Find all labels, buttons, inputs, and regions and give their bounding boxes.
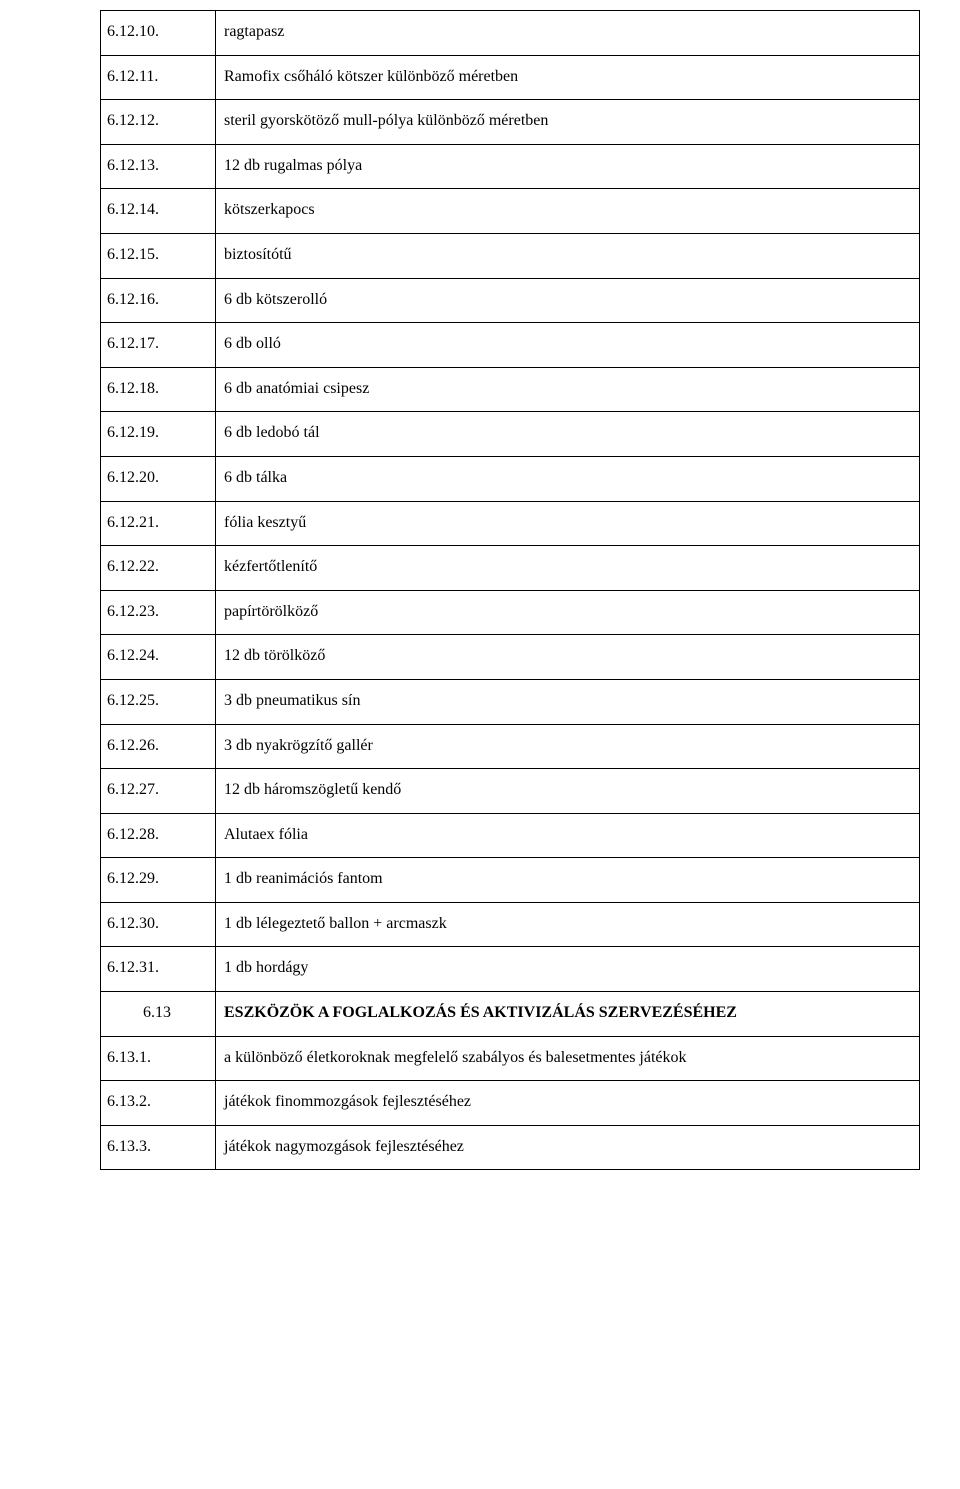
table-row: 6.12.25.3 db pneumatikus sín bbox=[101, 679, 920, 724]
row-number: 6.12.20. bbox=[101, 456, 216, 501]
row-number: 6.12.14. bbox=[101, 189, 216, 234]
row-text: ragtapasz bbox=[216, 11, 920, 56]
table-row: 6.12.13.12 db rugalmas pólya bbox=[101, 144, 920, 189]
row-text: biztosítótű bbox=[216, 233, 920, 278]
row-number: 6.13.2. bbox=[101, 1081, 216, 1126]
row-text: 1 db hordágy bbox=[216, 947, 920, 992]
row-text: 6 db ledobó tál bbox=[216, 412, 920, 457]
row-number: 6.12.24. bbox=[101, 635, 216, 680]
table-row: 6.12.17.6 db olló bbox=[101, 323, 920, 368]
row-text: ESZKÖZÖK A FOGLALKOZÁS ÉS AKTIVIZÁLÁS SZ… bbox=[216, 992, 920, 1037]
row-text: 1 db lélegeztető ballon + arcmaszk bbox=[216, 902, 920, 947]
table-row: 6.13.2.játékok finommozgások fejlesztésé… bbox=[101, 1081, 920, 1126]
row-number: 6.13.1. bbox=[101, 1036, 216, 1081]
table-row: 6.12.31.1 db hordágy bbox=[101, 947, 920, 992]
row-number: 6.12.22. bbox=[101, 546, 216, 591]
row-text: 12 db rugalmas pólya bbox=[216, 144, 920, 189]
row-number: 6.12.23. bbox=[101, 590, 216, 635]
table-row: 6.12.23.papírtörölköző bbox=[101, 590, 920, 635]
row-text: papírtörölköző bbox=[216, 590, 920, 635]
table-row: 6.12.14.kötszerkapocs bbox=[101, 189, 920, 234]
row-number: 6.13 bbox=[101, 992, 216, 1037]
items-table: 6.12.10.ragtapasz6.12.11.Ramofix csőháló… bbox=[100, 10, 920, 1170]
row-number: 6.12.30. bbox=[101, 902, 216, 947]
table-row: 6.12.26.3 db nyakrögzítő gallér bbox=[101, 724, 920, 769]
table-row: 6.13.3.játékok nagymozgások fejlesztéséh… bbox=[101, 1125, 920, 1170]
row-text: 3 db pneumatikus sín bbox=[216, 679, 920, 724]
table-row: 6.12.22.kézfertőtlenítő bbox=[101, 546, 920, 591]
table-row: 6.12.12.steril gyorskötöző mull-pólya kü… bbox=[101, 100, 920, 145]
row-number: 6.12.27. bbox=[101, 769, 216, 814]
row-number: 6.12.13. bbox=[101, 144, 216, 189]
table-row: 6.12.10.ragtapasz bbox=[101, 11, 920, 56]
row-number: 6.12.10. bbox=[101, 11, 216, 56]
table-row: 6.12.27.12 db háromszögletű kendő bbox=[101, 769, 920, 814]
row-text: 12 db törölköző bbox=[216, 635, 920, 680]
row-number: 6.12.21. bbox=[101, 501, 216, 546]
row-number: 6.12.28. bbox=[101, 813, 216, 858]
table-row: 6.12.30.1 db lélegeztető ballon + arcmas… bbox=[101, 902, 920, 947]
row-number: 6.12.31. bbox=[101, 947, 216, 992]
row-number: 6.12.25. bbox=[101, 679, 216, 724]
row-number: 6.12.15. bbox=[101, 233, 216, 278]
table-row: 6.12.20.6 db tálka bbox=[101, 456, 920, 501]
row-text: Ramofix csőháló kötszer különböző méretb… bbox=[216, 55, 920, 100]
row-text: 6 db kötszerolló bbox=[216, 278, 920, 323]
row-number: 6.12.19. bbox=[101, 412, 216, 457]
table-row: 6.13ESZKÖZÖK A FOGLALKOZÁS ÉS AKTIVIZÁLÁ… bbox=[101, 992, 920, 1037]
row-number: 6.12.29. bbox=[101, 858, 216, 903]
table-row: 6.12.29.1 db reanimációs fantom bbox=[101, 858, 920, 903]
row-text: steril gyorskötöző mull-pólya különböző … bbox=[216, 100, 920, 145]
row-text: Alutaex fólia bbox=[216, 813, 920, 858]
row-text: kötszerkapocs bbox=[216, 189, 920, 234]
row-text: játékok nagymozgások fejlesztéséhez bbox=[216, 1125, 920, 1170]
table-row: 6.12.21.fólia kesztyű bbox=[101, 501, 920, 546]
table-row: 6.12.28.Alutaex fólia bbox=[101, 813, 920, 858]
table-row: 6.12.18.6 db anatómiai csipesz bbox=[101, 367, 920, 412]
row-text: 1 db reanimációs fantom bbox=[216, 858, 920, 903]
row-text: 6 db anatómiai csipesz bbox=[216, 367, 920, 412]
row-text: 3 db nyakrögzítő gallér bbox=[216, 724, 920, 769]
row-number: 6.12.18. bbox=[101, 367, 216, 412]
row-text: kézfertőtlenítő bbox=[216, 546, 920, 591]
document-page: 6.12.10.ragtapasz6.12.11.Ramofix csőháló… bbox=[0, 0, 960, 1200]
row-number: 6.12.26. bbox=[101, 724, 216, 769]
row-number: 6.13.3. bbox=[101, 1125, 216, 1170]
row-text: 6 db olló bbox=[216, 323, 920, 368]
table-row: 6.12.24.12 db törölköző bbox=[101, 635, 920, 680]
table-row: 6.12.16.6 db kötszerolló bbox=[101, 278, 920, 323]
row-text: játékok finommozgások fejlesztéséhez bbox=[216, 1081, 920, 1126]
table-row: 6.12.15.biztosítótű bbox=[101, 233, 920, 278]
table-row: 6.12.19.6 db ledobó tál bbox=[101, 412, 920, 457]
row-text: 6 db tálka bbox=[216, 456, 920, 501]
table-row: 6.13.1.a különböző életkoroknak megfelel… bbox=[101, 1036, 920, 1081]
row-number: 6.12.17. bbox=[101, 323, 216, 368]
row-number: 6.12.12. bbox=[101, 100, 216, 145]
table-row: 6.12.11.Ramofix csőháló kötszer különböz… bbox=[101, 55, 920, 100]
row-text: a különböző életkoroknak megfelelő szabá… bbox=[216, 1036, 920, 1081]
row-text: fólia kesztyű bbox=[216, 501, 920, 546]
row-number: 6.12.16. bbox=[101, 278, 216, 323]
row-number: 6.12.11. bbox=[101, 55, 216, 100]
row-text: 12 db háromszögletű kendő bbox=[216, 769, 920, 814]
